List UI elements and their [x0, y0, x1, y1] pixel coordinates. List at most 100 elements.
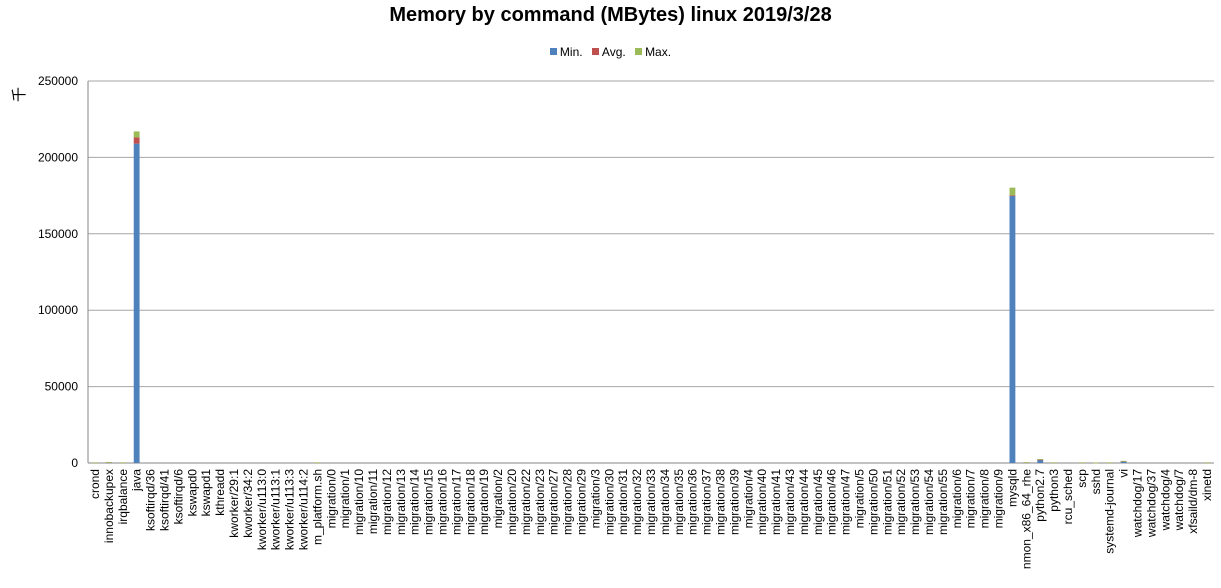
x-tick-label: migration/47	[839, 469, 853, 535]
x-tick-label: migration/9	[992, 469, 1006, 529]
x-tick-label: watchdog/7	[1172, 469, 1186, 532]
x-tick-label: migration/51	[880, 469, 894, 535]
y-axis: 0 50000 100000 150000 200000 250000	[38, 74, 89, 470]
legend-item-max: Max.	[635, 45, 671, 59]
legend-swatch-min	[549, 48, 557, 55]
x-tick-label: kworker/u113:1	[269, 469, 283, 550]
legend-swatch-avg	[591, 48, 599, 55]
x-tick-label: migration/1	[338, 469, 352, 529]
x-tick-label: migration/53	[908, 469, 922, 535]
x-tick-label: migration/0	[324, 469, 338, 529]
legend-item-min: Min.	[549, 45, 583, 59]
x-tick-label: migration/3	[588, 469, 602, 529]
x-tick-label: java	[130, 469, 144, 492]
bar-max	[1079, 462, 1085, 464]
bar-max	[119, 462, 126, 464]
bar-max	[1051, 462, 1058, 464]
x-tick-label: watchdog/4	[1158, 469, 1172, 532]
x-tick-label: irqbalance	[116, 469, 130, 525]
x-tick-label: migration/22	[519, 469, 533, 535]
x-tick-label: kthreadd	[213, 469, 227, 516]
y-tick-label: 50000	[45, 380, 79, 394]
x-tick-label: kswapd0	[185, 469, 199, 517]
x-tick-label: migration/12	[380, 469, 394, 535]
bar-min	[1009, 195, 1016, 463]
x-tick-label: innobackupex	[102, 469, 116, 543]
x-tick-label: migration/13	[394, 469, 408, 535]
x-tick-label: vi	[1117, 469, 1131, 478]
x-tick-label: ksoftirqd/6	[171, 469, 185, 525]
x-tick-label: systemd-journal	[1103, 469, 1117, 554]
bar-max	[133, 131, 140, 138]
x-tick-label: migration/40	[755, 469, 769, 535]
bar-max	[1037, 459, 1044, 460]
x-tick-label: m_platform.sh	[310, 469, 324, 545]
x-tick-label: migration/14	[408, 469, 422, 535]
x-tick-label: migration/41	[769, 469, 783, 535]
x-axis: crond innobackupex irqbalance java ksoftirqd…	[88, 469, 1214, 569]
x-tick-label: watchdog/17	[1131, 469, 1145, 538]
x-tick-label: migration/28	[561, 469, 575, 535]
x-tick-label: xinetd	[1200, 469, 1214, 501]
bar-max	[1106, 462, 1113, 464]
x-tick-label: mysqld	[1005, 469, 1019, 507]
bar-avg	[1009, 195, 1016, 197]
chart-title: Memory by command (MBytes) linux 2019/3/…	[389, 4, 832, 26]
x-tick-label: nmon_x86_64_rhe	[1019, 469, 1033, 569]
x-tick-label: kworker/u113:0	[255, 469, 269, 550]
x-tick-label: migration/55	[936, 469, 950, 535]
x-tick-label: migration/33	[644, 469, 658, 535]
x-tick-label: sshd	[1089, 469, 1103, 494]
bar-avg	[1037, 459, 1044, 461]
legend-label-max: Max.	[645, 45, 672, 59]
x-tick-label: migration/23	[533, 469, 547, 535]
legend-item-avg: Avg.	[591, 45, 626, 59]
x-tick-label: migration/7	[964, 469, 978, 529]
x-tick-label: kworker/u114:2	[296, 469, 310, 550]
x-tick-label: migration/29	[574, 469, 588, 535]
x-tick-label: kswapd1	[199, 469, 213, 517]
x-tick-label: kworker/29:1	[227, 469, 241, 538]
bar-max	[1204, 462, 1210, 464]
y-tick-label: 150000	[38, 227, 78, 241]
x-tick-label: watchdog/37	[1144, 469, 1158, 538]
x-tick-label: migration/44	[797, 469, 811, 535]
legend-swatch-max	[635, 48, 643, 55]
x-tick-label: migration/17	[449, 469, 463, 535]
x-tick-label: migration/50	[866, 469, 880, 535]
x-tick-label: kworker/34:2	[241, 469, 255, 538]
bars	[92, 131, 1210, 464]
x-tick-label: migration/8	[978, 469, 992, 529]
x-tick-label: migration/31	[616, 469, 630, 535]
x-tick-label: migration/35	[672, 469, 686, 535]
x-tick-label: migration/37	[700, 469, 714, 535]
y-tick-label: 0	[71, 456, 78, 470]
x-tick-label: migration/18	[463, 469, 477, 535]
x-tick-label: migration/45	[811, 469, 825, 535]
y-tick-label: 200000	[38, 150, 78, 164]
legend-label-min: Min.	[559, 45, 583, 59]
bar-max	[1120, 460, 1127, 462]
x-tick-label: migration/5	[853, 469, 867, 529]
x-tick-label: scp	[1075, 469, 1089, 488]
bar-min	[133, 143, 140, 463]
x-tick-label: rcu_sched	[1061, 469, 1075, 524]
bar-max	[92, 462, 98, 464]
x-tick-label: migration/34	[658, 469, 672, 535]
bar-avg	[133, 137, 140, 144]
legend-label-avg: Avg.	[601, 45, 626, 59]
x-tick-label: migration/32	[630, 469, 644, 535]
x-tick-label: migration/27	[547, 469, 561, 535]
x-tick-label: migration/43	[783, 469, 797, 535]
x-tick-label: python2.7	[1033, 469, 1047, 522]
bar-min	[1037, 459, 1044, 463]
x-tick-label: ksoftirqd/36	[144, 469, 158, 531]
x-tick-label: migration/30	[602, 469, 616, 535]
x-tick-label: migration/4	[741, 469, 755, 529]
y-tick-label: 250000	[38, 74, 78, 88]
x-tick-label: python3	[1047, 469, 1061, 512]
bar-max	[1009, 187, 1016, 196]
bar-max	[314, 462, 321, 464]
x-tick-label: migration/54	[922, 469, 936, 535]
